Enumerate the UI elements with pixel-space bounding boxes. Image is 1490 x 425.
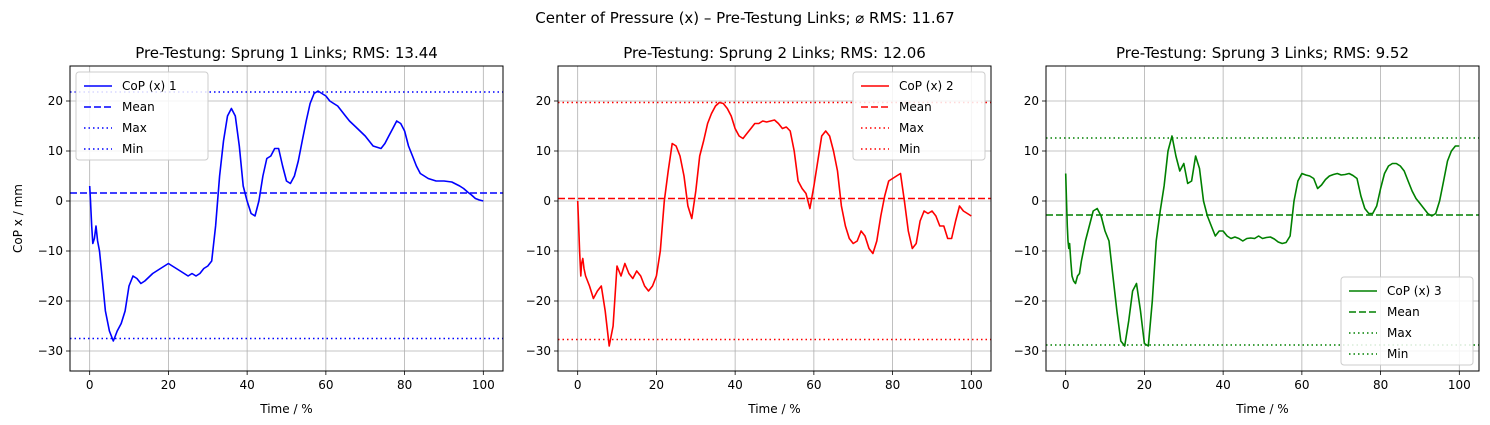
x-tick-label: 40 <box>1215 378 1230 392</box>
plot-area <box>558 101 991 347</box>
y-tick-label: 10 <box>1024 144 1039 158</box>
x-tick-label: 100 <box>1448 378 1471 392</box>
y-tick-label: 20 <box>1024 94 1039 108</box>
x-axis-label: Time / % <box>259 402 312 416</box>
y-tick-label: 10 <box>48 144 63 158</box>
y-tick-label: 10 <box>536 144 551 158</box>
x-axis-label: Time / % <box>747 402 800 416</box>
legend-label: Max <box>122 121 147 135</box>
subplot-title: Pre-Testung: Sprung 3 Links; RMS: 9.52 <box>1116 44 1409 62</box>
legend-label: Mean <box>899 100 932 114</box>
legend-label: CoP (x) 2 <box>899 79 954 93</box>
axes-frame <box>557 65 992 372</box>
x-tick-label: 20 <box>649 378 664 392</box>
axes-frame <box>1045 65 1480 372</box>
legend-label: Min <box>1387 347 1408 361</box>
y-tick-label: −20 <box>38 294 63 308</box>
series-line-cop <box>88 90 484 342</box>
legend: CoP (x) 2 Mean Max Min <box>852 71 986 161</box>
legend-label: CoP (x) 3 <box>1387 284 1442 298</box>
x-tick-label: 40 <box>727 378 742 392</box>
x-tick-label: 40 <box>239 378 254 392</box>
legend-label: CoP (x) 1 <box>122 79 177 93</box>
subplot-title: Pre-Testung: Sprung 2 Links; RMS: 12.06 <box>623 44 926 62</box>
y-tick-label: 0 <box>55 194 63 208</box>
y-axis-label: CoP x / mm <box>11 184 25 253</box>
legend-label: Min <box>122 142 143 156</box>
x-axis-label: Time / % <box>1235 402 1288 416</box>
subplot-title: Pre-Testung: Sprung 1 Links; RMS: 13.44 <box>135 44 438 62</box>
plot-area <box>70 90 503 342</box>
x-tick-label: 80 <box>397 378 412 392</box>
legend-label: Mean <box>122 100 155 114</box>
x-tick-label: 60 <box>318 378 333 392</box>
x-tick-label: 0 <box>86 378 94 392</box>
x-tick-label: 20 <box>1137 378 1152 392</box>
series-line-cop <box>576 101 972 347</box>
y-tick-label: 20 <box>536 94 551 108</box>
legend-box <box>75 71 209 161</box>
y-tick-label: −20 <box>526 294 551 308</box>
y-tick-label: −30 <box>526 344 551 358</box>
subplot-3: 0 20 40 60 80 100 −30 −20 −10 0 10 20 Pre-Testung: S… <box>1014 44 1480 416</box>
x-tick-label: 20 <box>161 378 176 392</box>
legend-box <box>1340 276 1474 366</box>
legend: CoP (x) 1 Mean Max Min <box>75 71 209 161</box>
subplot-1: 0 20 40 60 80 100 −30 −20 −10 0 10 20 Pre-Testung: S… <box>11 44 504 416</box>
y-tick-label: −30 <box>1014 344 1039 358</box>
y-tick-label: −20 <box>1014 294 1039 308</box>
x-tick-label: 100 <box>960 378 983 392</box>
x-tick-label: 80 <box>1373 378 1388 392</box>
y-tick-label: −10 <box>1014 244 1039 258</box>
x-tick-label: 0 <box>1062 378 1070 392</box>
y-tick-label: −30 <box>38 344 63 358</box>
figure-suptitle: Center of Pressure (x) – Pre-Testung Lin… <box>535 9 954 27</box>
series-line-cop <box>1064 135 1460 347</box>
x-tick-label: 60 <box>806 378 821 392</box>
axes-frame <box>69 65 504 372</box>
subplot-2: 0 20 40 60 80 100 −30 −20 −10 0 10 20 Pre-Testung: S… <box>526 44 992 416</box>
y-tick-label: 20 <box>48 94 63 108</box>
y-tick-label: 0 <box>543 194 551 208</box>
legend-label: Mean <box>1387 305 1420 319</box>
legend-label: Max <box>1387 326 1412 340</box>
x-tick-label: 60 <box>1294 378 1309 392</box>
x-tick-label: 100 <box>472 378 495 392</box>
y-tick-label: −10 <box>526 244 551 258</box>
legend: CoP (x) 3 Mean Max Min <box>1340 276 1474 366</box>
legend-label: Min <box>899 142 920 156</box>
y-tick-label: 0 <box>1031 194 1039 208</box>
x-tick-label: 0 <box>574 378 582 392</box>
legend-label: Max <box>899 121 924 135</box>
legend-box <box>852 71 986 161</box>
y-tick-label: −10 <box>38 244 63 258</box>
x-tick-label: 80 <box>885 378 900 392</box>
